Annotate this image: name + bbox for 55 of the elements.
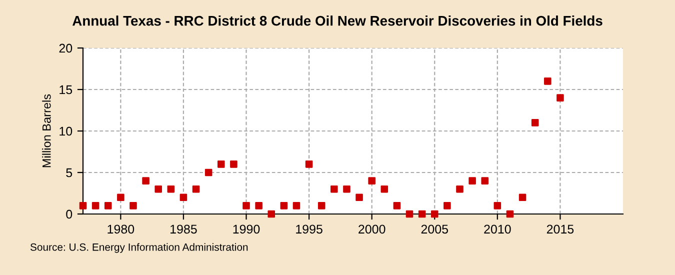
- y-tick-label: 15: [60, 85, 72, 94]
- point: [506, 210, 514, 218]
- point: [430, 210, 438, 218]
- point: [343, 185, 350, 193]
- point: [330, 185, 338, 193]
- y-axis-title: Million Barrels: [42, 94, 51, 168]
- point: [180, 194, 188, 202]
- point: [494, 202, 502, 210]
- point: [130, 202, 137, 210]
- point: [154, 185, 162, 193]
- point: [468, 177, 476, 184]
- source-note: Source: U.S. Energy Information Administration: [30, 243, 248, 253]
- point: [418, 210, 426, 218]
- point: [255, 202, 262, 210]
- point: [380, 185, 388, 193]
- point: [531, 119, 539, 126]
- chart-title: Annual Texas - RRC District 8 Crude Oil New Reservoir Discoveries in Old Fields: [72, 16, 602, 26]
- y-tick-label: 0: [66, 210, 72, 219]
- x-tick-label: 1980: [108, 224, 134, 234]
- point: [268, 210, 276, 218]
- point: [218, 160, 225, 168]
- point: [556, 94, 564, 102]
- point: [456, 185, 464, 193]
- y-tick-label: 10: [60, 126, 72, 136]
- x-tick-label: 1985: [170, 224, 197, 234]
- point: [406, 210, 414, 218]
- point: [444, 202, 451, 210]
- point: [142, 177, 150, 184]
- x-tick-label: 2000: [358, 224, 386, 234]
- y-tick-label: 20: [59, 44, 72, 53]
- point: [117, 194, 124, 202]
- point: [167, 185, 175, 193]
- point: [481, 177, 488, 184]
- point: [192, 185, 200, 193]
- point: [393, 202, 401, 210]
- point: [318, 202, 326, 210]
- point: [92, 202, 100, 210]
- x-tick-label: 1995: [296, 224, 322, 234]
- x-tick-label: 2015: [546, 224, 574, 234]
- x-tick-label: 1990: [233, 224, 260, 234]
- point: [230, 160, 238, 168]
- point: [356, 194, 363, 202]
- point: [104, 202, 112, 210]
- point: [204, 168, 212, 176]
- y-tick-label: 5: [66, 168, 72, 178]
- point: [280, 202, 288, 210]
- point: [242, 202, 250, 210]
- x-tick-label: 2010: [484, 224, 511, 234]
- point: [368, 177, 376, 184]
- point: [79, 202, 87, 210]
- point: [305, 160, 313, 168]
- x-tick-label: 2005: [421, 224, 448, 234]
- point: [292, 202, 300, 210]
- point: [518, 194, 526, 202]
- point: [544, 78, 552, 85]
